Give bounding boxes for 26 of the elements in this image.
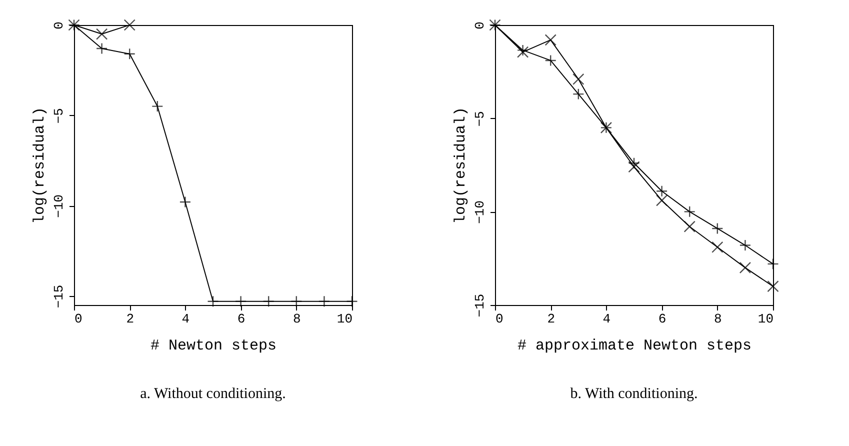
x-axis-title: # approximate Newton steps (517, 338, 752, 354)
y-tick-label: −10 (52, 194, 66, 218)
y-tick-label: −15 (472, 294, 488, 318)
y-tick-label: 0 (52, 22, 66, 30)
x-tick-label: 2 (547, 312, 556, 326)
x-tick-label: 8 (292, 312, 301, 326)
y-tick-label: −15 (52, 284, 66, 308)
text: a. Without conditioning. (140, 386, 286, 402)
x-axis-title: # Newton steps (150, 338, 277, 354)
y-tick-label: 0 (472, 22, 488, 30)
x-tick-label: 0 (496, 312, 504, 326)
x-tick-label: 4 (182, 312, 190, 326)
x-tick-label: 6 (658, 312, 666, 326)
y-tick-label: −5 (52, 108, 66, 124)
y-axis-title: log(residual) (452, 106, 470, 224)
y-tick-label: −5 (472, 111, 488, 127)
x-tick-label: 6 (237, 312, 246, 326)
x-tick-label: 10 (758, 312, 774, 326)
y-tick-label: −10 (472, 200, 488, 224)
x-tick-label: 10 (336, 312, 352, 326)
x-tick-label: 0 (74, 312, 82, 326)
x-tick-label: 8 (714, 312, 722, 326)
x-tick-label: 4 (602, 312, 611, 326)
text: b. With conditioning. (570, 386, 698, 402)
y-axis-title: log(residual) (32, 106, 48, 224)
x-tick-label: 2 (126, 312, 134, 326)
